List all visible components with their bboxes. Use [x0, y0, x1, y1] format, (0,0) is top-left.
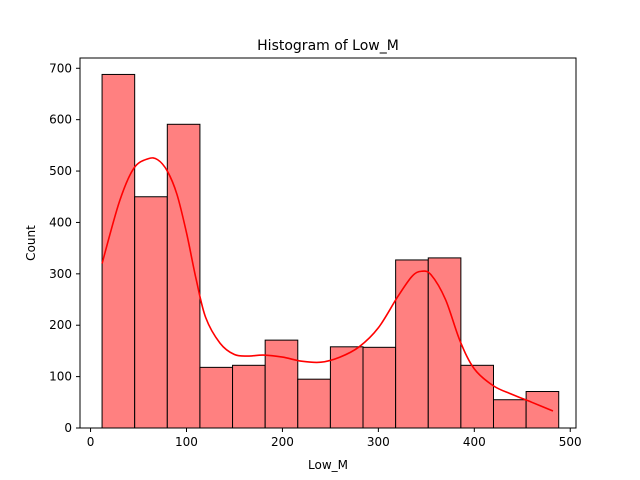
y-tick-label: 400 [49, 215, 72, 229]
y-tick-label: 700 [49, 61, 72, 75]
y-tick-label: 0 [64, 421, 72, 435]
histogram-bar [492, 399, 527, 429]
plot-frame [79, 57, 577, 429]
histogram-bar [329, 346, 364, 429]
y-tick-label: 500 [49, 164, 72, 178]
histogram-bar [297, 378, 331, 429]
y-tick-label: 100 [49, 370, 72, 384]
kde-line [101, 157, 554, 412]
kde-group [101, 157, 554, 412]
histogram-bar [166, 123, 201, 429]
x-tick-label: 200 [271, 435, 294, 449]
y-tick-label: 200 [49, 318, 72, 332]
histogram-bar [460, 364, 494, 429]
y-axis: 0 100 200 300 400 500 600 700 [49, 61, 80, 435]
histogram-bar [395, 259, 429, 429]
x-tick-label: 100 [175, 435, 198, 449]
x-axis-label: Low_M [308, 458, 348, 472]
histogram-bar [101, 73, 136, 429]
histogram-bar [525, 391, 560, 429]
y-tick-label: 600 [49, 113, 72, 127]
histogram-bar [232, 364, 266, 429]
x-tick-label: 0 [87, 435, 95, 449]
chart-title: Histogram of Low_M [257, 38, 399, 54]
x-tick-label: 400 [463, 435, 486, 449]
y-axis-label: Count [24, 225, 38, 261]
y-tick-label: 300 [49, 267, 72, 281]
histogram-bar [362, 346, 397, 429]
x-tick-label: 300 [367, 435, 390, 449]
histogram-bar [199, 366, 234, 429]
x-tick-label: 500 [559, 435, 582, 449]
bars-group [101, 73, 560, 429]
histogram-bar [427, 257, 462, 429]
histogram-bar [264, 339, 299, 429]
histogram-bar [134, 196, 168, 429]
x-axis: 0 100 200 300 400 500 [87, 428, 582, 449]
